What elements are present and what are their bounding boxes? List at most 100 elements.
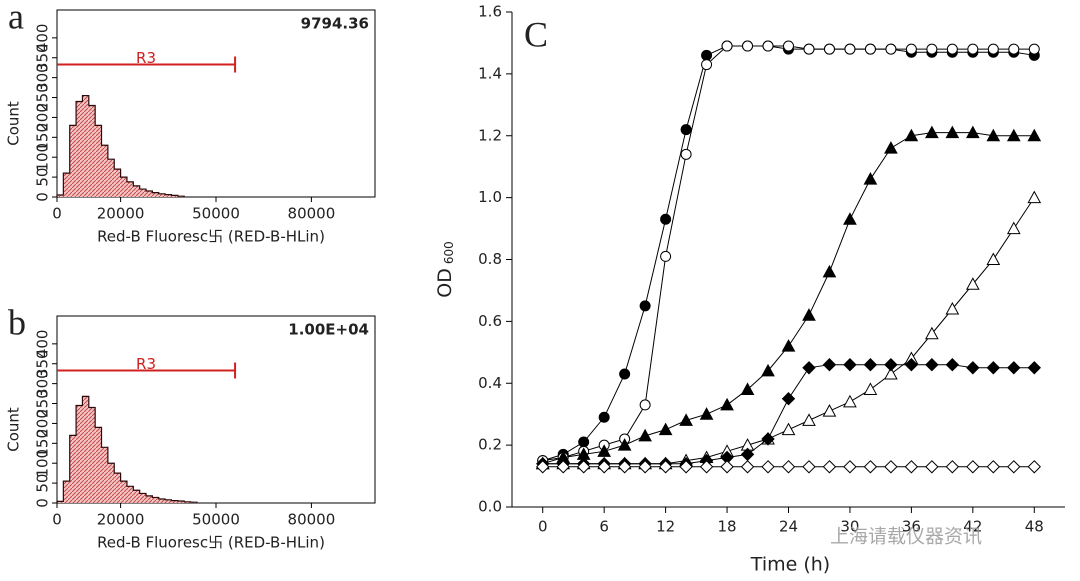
- x-tick-label: 80000: [288, 511, 336, 529]
- x-tick-label: 50000: [192, 511, 240, 529]
- data-point: [904, 460, 919, 474]
- data-point: [863, 172, 878, 185]
- data-point: [740, 460, 755, 474]
- gate-label: R3: [136, 49, 156, 67]
- data-point: [578, 436, 590, 448]
- x-tick-label: 80000: [288, 205, 336, 223]
- data-point: [556, 460, 570, 474]
- histogram-bar: [76, 405, 83, 503]
- data-point: [1008, 43, 1020, 55]
- data-point: [1027, 190, 1042, 204]
- histogram-bar: [76, 101, 83, 197]
- x-tick-label: 0: [52, 205, 62, 223]
- data-point: [576, 460, 591, 474]
- data-point: [885, 43, 897, 55]
- data-point: [905, 43, 917, 55]
- y-tick-label: 0.8: [478, 250, 502, 268]
- y-axis-label: OD 600: [434, 241, 456, 298]
- data-point: [945, 357, 960, 372]
- histogram-bar: [101, 145, 108, 197]
- data-point: [1027, 361, 1041, 375]
- data-point: [1027, 460, 1041, 474]
- data-point: [965, 277, 980, 290]
- x-tick-label: 48: [1025, 518, 1044, 536]
- y-axis-label: Count: [5, 407, 23, 452]
- histogram-outline: [56, 94, 185, 197]
- histogram-bar: [133, 185, 140, 197]
- data-point: [822, 357, 837, 372]
- data-point: [844, 43, 856, 55]
- data-point: [783, 40, 794, 52]
- data-point: [761, 432, 775, 446]
- histogram-bar: [114, 473, 121, 503]
- data-point: [660, 250, 672, 262]
- x-tick-label: 20000: [97, 205, 145, 223]
- data-point: [680, 148, 692, 160]
- data-point: [1028, 43, 1040, 55]
- y-axis-label: Count: [5, 101, 23, 146]
- histogram-bar: [114, 169, 121, 197]
- data-point: [925, 326, 939, 340]
- data-point: [781, 460, 796, 474]
- data-point: [926, 43, 938, 55]
- data-point: [1006, 128, 1021, 142]
- y-tick-label: 150: [34, 123, 52, 152]
- data-point: [843, 394, 857, 408]
- x-tick-label: 6: [599, 518, 609, 536]
- histogram-bar: [165, 194, 172, 197]
- y-tick-label: 200: [34, 409, 52, 438]
- data-point: [761, 363, 775, 377]
- gate-label: R3: [136, 355, 156, 373]
- data-point: [884, 460, 898, 474]
- x-tick-label: 20000: [97, 511, 145, 529]
- data-point: [843, 212, 857, 225]
- data-point: [986, 460, 1001, 474]
- y-tick-label: 400: [34, 24, 52, 53]
- data-point: [863, 357, 878, 372]
- data-point: [639, 399, 651, 411]
- histogram-bar: [152, 497, 159, 503]
- data-point: [1007, 460, 1021, 474]
- y-tick-label: 0.0: [478, 498, 502, 516]
- data-point: [781, 339, 796, 352]
- data-point: [597, 444, 612, 457]
- y-tick-label: 1.0: [478, 188, 502, 206]
- y-tick-label: 1.2: [478, 126, 502, 144]
- data-point: [617, 460, 632, 474]
- histogram-bar: [63, 173, 70, 197]
- histogram-bar: [88, 407, 96, 503]
- histogram-bar: [171, 500, 178, 503]
- data-point: [802, 460, 816, 474]
- data-point: [822, 264, 837, 278]
- x-axis-label: Time (h): [750, 554, 830, 576]
- histogram-bar: [63, 481, 70, 503]
- data-point: [679, 460, 693, 474]
- panel-label: b: [8, 302, 26, 342]
- x-tick-label: 0: [52, 511, 62, 529]
- data-point: [658, 422, 673, 436]
- data-point: [904, 357, 919, 372]
- histogram-bar: [107, 159, 115, 197]
- data-point: [884, 357, 898, 372]
- x-tick-label: 50000: [192, 205, 240, 223]
- x-tick-label: 42: [963, 518, 982, 536]
- data-point: [863, 460, 878, 474]
- data-point: [904, 128, 919, 142]
- histogram-bar: [69, 125, 77, 197]
- histogram-bar: [165, 499, 172, 503]
- data-point: [1027, 128, 1042, 142]
- histogram-bar: [158, 499, 166, 503]
- data-point: [680, 124, 692, 136]
- y-tick-label: 0: [34, 192, 52, 202]
- histogram-bar: [69, 435, 77, 503]
- y-tick-label: 350: [34, 349, 52, 378]
- data-point: [822, 460, 837, 474]
- histogram-bar: [120, 481, 127, 503]
- data-point: [679, 413, 693, 426]
- x-tick-label: 18: [718, 518, 737, 536]
- histogram-bar: [57, 195, 64, 197]
- data-point: [740, 382, 755, 395]
- data-point: [864, 43, 876, 55]
- annotation: 9794.36: [301, 15, 369, 33]
- data-point: [639, 300, 651, 312]
